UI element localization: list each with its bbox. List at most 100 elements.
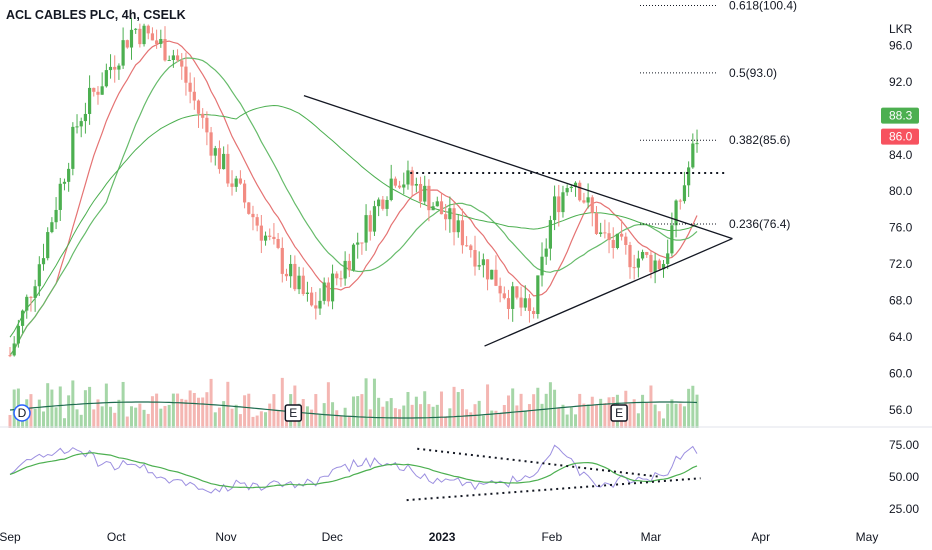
candle-body [372,206,377,232]
candle [184,52,188,96]
volume-bar [544,393,548,428]
candle [201,108,205,129]
drawings [303,95,733,347]
candle [548,215,552,261]
candle [75,114,79,134]
volume-bar [142,409,146,428]
volume-bar [435,404,439,428]
volume-bar [280,377,284,428]
volume-bar [305,406,309,428]
candle [611,227,615,259]
candle-body [150,33,155,41]
candle-body [402,184,406,188]
x-tick-label: 2023 [429,530,456,544]
candle [226,144,230,187]
volume-bar [590,396,594,428]
candle-body [515,286,519,298]
candle-body [469,245,473,251]
volume-bar [243,395,247,428]
candle-body [343,260,347,279]
candle [125,39,129,49]
ma-fast-line [9,40,698,356]
x-tick-label: Mar [641,530,662,544]
volume-bar [356,396,360,428]
y-tick-label: 96.0 [889,39,913,53]
candle [20,309,25,334]
candle-body [276,239,280,248]
candle-body [134,28,138,30]
candle-body [661,263,666,270]
volume-bar [301,399,305,428]
candle [37,256,41,297]
candle-body [586,197,590,203]
candle [163,26,167,62]
candle-body [125,40,129,48]
candle-body [573,182,578,187]
volume-bar [377,397,381,428]
volume-bar [150,396,154,428]
candle [205,111,209,146]
candle-body [691,143,695,168]
candle [293,255,297,292]
volume-bar [92,409,96,428]
rsi-pane: 75.00 50.00 25.00 [9,438,919,516]
candle-body [649,254,653,273]
candle [134,28,138,34]
volume-bar [372,378,376,428]
candle-body [16,325,20,344]
candle [578,180,582,202]
candle-body [682,185,687,202]
volume-bar [255,415,259,428]
candle [368,210,372,241]
candle-body [477,265,481,267]
candle [444,203,448,231]
candle [682,171,687,204]
candle [251,205,255,231]
candle-body [620,233,624,237]
candle [527,293,532,323]
volume-bar [494,410,498,428]
chart-title: ACL CABLES PLC, 4h, CSELK [6,8,186,22]
candle-body [108,66,113,71]
candle-body [8,355,12,357]
candle-body [640,251,645,259]
candle-body [255,217,259,226]
volume-bar [574,414,578,428]
candle [318,288,322,315]
volume-bar [657,411,661,428]
candle [636,250,640,278]
volume-bar [364,378,368,428]
candle-body [188,82,192,92]
volume-bar [674,403,678,428]
candle-body [519,297,523,308]
candle-body [326,282,330,302]
candle-body [230,183,234,187]
x-tick-label: Apr [751,530,770,544]
candle-body [473,250,477,267]
volume-bar [536,387,540,428]
candle [406,160,410,190]
candle-body [594,213,599,235]
candle [502,286,506,300]
candle [268,228,272,241]
candle-body [590,197,594,214]
volume-bar [54,407,58,428]
y-tick-label: 72.0 [889,257,913,271]
volume-bar [138,403,142,428]
candle [180,53,184,80]
candle [515,286,519,300]
candle-body [171,55,175,61]
candle [67,162,71,192]
candle-body [444,214,448,220]
candle-body [456,220,460,233]
candle [25,294,29,319]
candle [423,175,427,205]
volume-bar [490,410,494,428]
price-axis: LKR96.092.088.084.080.076.072.068.064.06… [0,22,932,428]
candle [536,275,540,319]
candle [552,185,557,231]
candle-body [557,196,561,213]
candle [360,242,364,255]
volume-bar [167,404,171,428]
volume-bar [259,411,263,428]
